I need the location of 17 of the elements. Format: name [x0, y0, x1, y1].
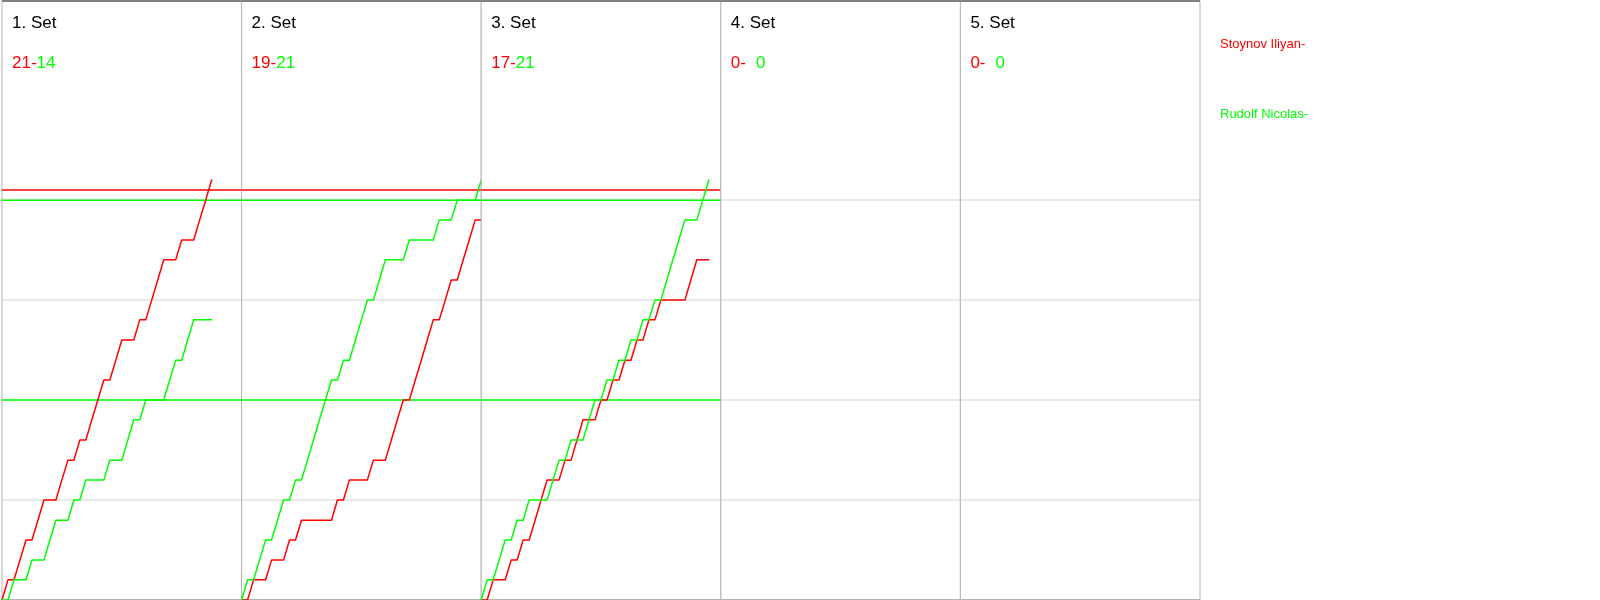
chart-title: 3. Set [491, 13, 536, 32]
text: 0 [995, 53, 1005, 72]
chart-title: 1. Set [12, 13, 57, 32]
text: 14 [36, 53, 56, 72]
text: 5. Set [970, 13, 1016, 32]
text: 21 [276, 53, 296, 72]
text: 0- [970, 53, 986, 72]
text: Rudolf Nicolas- [1220, 106, 1309, 121]
text: 0- [730, 53, 746, 72]
text: Stoynov Iliyan- [1220, 36, 1306, 51]
text: 0 [755, 53, 766, 72]
text: 21 [515, 53, 535, 72]
text: 17- [491, 53, 516, 72]
text: 4. Set [730, 13, 776, 32]
text: 21- [12, 53, 37, 72]
chart-title: 2. Set [251, 13, 297, 32]
text: 19- [251, 53, 277, 72]
